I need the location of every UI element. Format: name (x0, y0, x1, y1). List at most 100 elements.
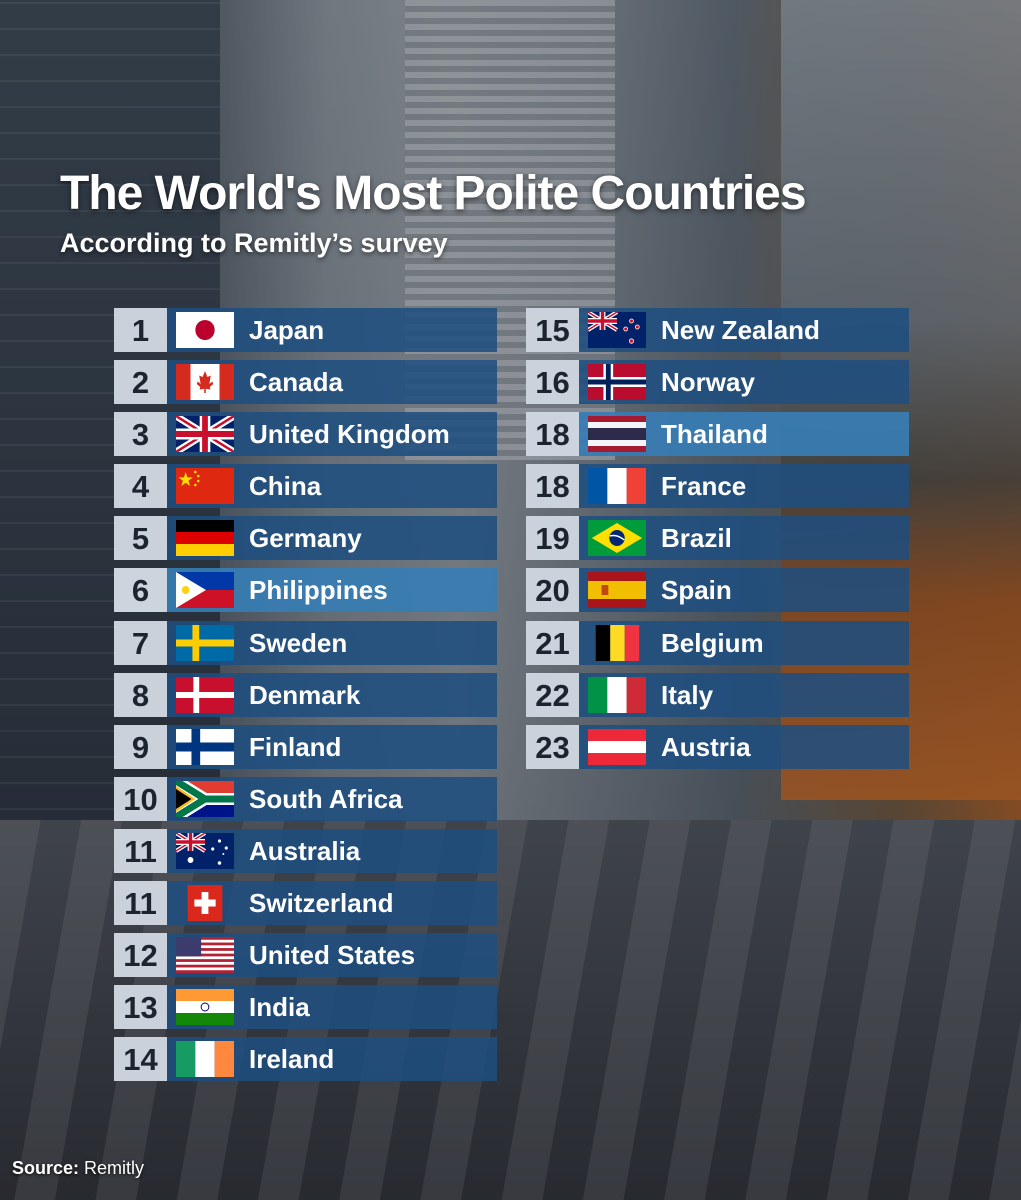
rank-number: 8 (114, 672, 167, 717)
spain-flag-icon (588, 572, 646, 609)
ranking-row: 1 Japan (114, 308, 497, 352)
rank-number: 18 (526, 464, 579, 509)
source-note: Source: Remitly (12, 1158, 144, 1179)
rank-number: 18 (526, 412, 579, 457)
rank-number: 15 (526, 308, 579, 352)
india-flag-icon (176, 989, 234, 1026)
austria-flag-icon (588, 728, 646, 765)
rank-number: 11 (114, 828, 167, 873)
rank-number: 4 (114, 464, 167, 509)
rank-number: 2 (114, 360, 167, 405)
country-name: United Kingdom (249, 419, 450, 450)
belgium-flag-icon (588, 624, 646, 661)
ranking-row: 15 New Zealand (526, 308, 909, 352)
ranking-row: 14 Ireland (114, 1037, 497, 1082)
china-flag-icon (176, 468, 234, 505)
usa-flag-icon (176, 937, 234, 974)
country-name: Thailand (661, 419, 768, 450)
country-name: Brazil (661, 523, 732, 554)
country-name: Finland (249, 731, 342, 762)
ranking-row: 9 Finland (114, 724, 497, 769)
norway-flag-icon (588, 364, 646, 401)
ranking-row: 21 Belgium (526, 620, 909, 665)
ranking-row: 7 Sweden (114, 620, 497, 665)
switzerland-flag-icon (176, 885, 234, 922)
rank-number: 11 (114, 881, 167, 926)
rank-number: 10 (114, 776, 167, 821)
country-name: Denmark (249, 679, 361, 710)
rank-number: 12 (114, 933, 167, 978)
page-subtitle: According to Remitly’s survey (60, 228, 448, 258)
rank-number: 21 (526, 620, 579, 665)
germany-flag-icon (176, 520, 234, 557)
country-name: Philippines (249, 575, 388, 606)
south-africa-flag-icon (176, 780, 234, 817)
ranking-row: 22 Italy (526, 672, 909, 717)
ranking-row: 4 China (114, 464, 497, 509)
ranking-row: 19 Brazil (526, 516, 909, 561)
ranking-row: 8 Denmark (114, 672, 497, 717)
rank-number: 7 (114, 620, 167, 665)
ranking-row: 18 France (526, 464, 909, 509)
new-zealand-flag-icon (588, 312, 646, 348)
rank-number: 1 (114, 308, 167, 352)
canada-flag-icon (176, 364, 234, 401)
rank-number: 23 (526, 724, 579, 769)
france-flag-icon (588, 468, 646, 505)
country-name: Sweden (249, 627, 348, 658)
source-label: Source: (12, 1158, 80, 1178)
country-name: Germany (249, 523, 362, 554)
ranking-row: 16 Norway (526, 360, 909, 405)
country-name: Italy (661, 679, 714, 710)
ranking-row: 10 South Africa (114, 776, 497, 821)
ranking-row: 23 Austria (526, 724, 909, 769)
country-name: Canada (249, 367, 343, 398)
sweden-flag-icon (176, 624, 234, 661)
country-name: Spain (661, 575, 732, 606)
country-name: Belgium (661, 627, 764, 658)
ranking-row: 2 Canada (114, 360, 497, 405)
rank-number: 16 (526, 360, 579, 405)
ranking-row: 6 Philippines (114, 568, 497, 613)
country-name: Japan (249, 315, 325, 345)
rank-number: 5 (114, 516, 167, 561)
rank-number: 14 (114, 1037, 167, 1082)
ranking-row: 13 India (114, 985, 497, 1030)
ranking-column-right: 15 New Zealand 16 Norway 18 Thailand 18 France 1… (526, 308, 909, 777)
country-name: Ireland (249, 1044, 335, 1075)
country-name: Austria (661, 731, 751, 762)
philippines-flag-icon (176, 572, 234, 609)
thailand-flag-icon (588, 416, 646, 453)
ranking-row: 11 Switzerland (114, 881, 497, 926)
page-title: The World's Most Polite Countries (60, 167, 807, 220)
uk-flag-icon (176, 416, 234, 453)
denmark-flag-icon (176, 676, 234, 713)
country-name: United States (249, 940, 416, 971)
ranking-row: 20 Spain (526, 568, 909, 613)
ranking-row: 11 Australia (114, 828, 497, 873)
brazil-flag-icon (588, 520, 646, 557)
rank-number: 20 (526, 568, 579, 613)
country-name: China (249, 471, 322, 502)
ranking-row: 5 Germany (114, 516, 497, 561)
source-value: Remitly (84, 1158, 145, 1178)
finland-flag-icon (176, 728, 234, 765)
rank-number: 6 (114, 568, 167, 613)
rank-number: 13 (114, 985, 167, 1030)
country-name: Switzerland (249, 888, 394, 919)
rank-number: 3 (114, 412, 167, 457)
rank-number: 9 (114, 724, 167, 769)
ranking-row: 18 Thailand (526, 412, 909, 457)
country-name: Australia (249, 835, 361, 866)
ireland-flag-icon (176, 1041, 234, 1078)
ranking-row: 3 United Kingdom (114, 412, 497, 457)
japan-flag-icon (176, 312, 234, 348)
country-name: New Zealand (661, 315, 820, 345)
ranking-row: 12 United States (114, 933, 497, 978)
ranking-column-left: 1 Japan 2 Canada 3 United Kingdom 4 China 5 Germa… (114, 308, 497, 1089)
italy-flag-icon (588, 676, 646, 713)
country-name: France (661, 471, 747, 502)
country-name: Norway (661, 367, 755, 398)
country-name: South Africa (249, 783, 403, 814)
rank-number: 22 (526, 672, 579, 717)
